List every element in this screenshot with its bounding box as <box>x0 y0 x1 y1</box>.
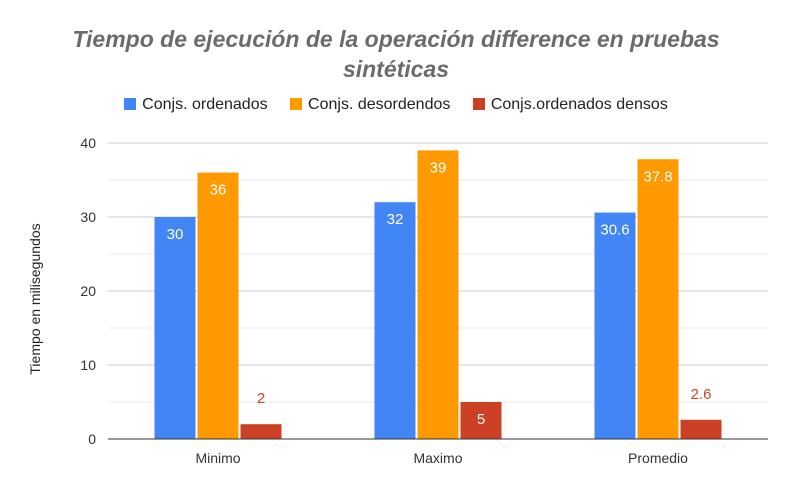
x-category-label: Maximo <box>413 450 462 466</box>
legend-label-densos: Conjs.ordenados densos <box>490 96 668 113</box>
bar-maximo-series-0 <box>374 202 416 439</box>
y-tick-label: 20 <box>80 283 96 299</box>
legend-item-ordenados: Conjs. ordenados <box>124 96 268 114</box>
bar-minimo-series-1 <box>197 172 239 439</box>
legend-label-desordenados: Conjs. desordendos <box>308 96 451 113</box>
x-axis-categories: Minimo Maximo Promedio <box>195 450 688 466</box>
value-label-maximo-series-2: 5 <box>477 411 485 428</box>
legend-swatch-desordenados <box>290 98 303 110</box>
value-label-promedio-series-1: 37.8 <box>643 168 672 185</box>
value-label-minimo-series-0: 30 <box>167 226 184 243</box>
legend-swatch-ordenados <box>124 98 137 110</box>
bar-promedio-series-2 <box>680 419 722 439</box>
x-category-label: Promedio <box>628 450 688 466</box>
legend: Conjs. ordenados Conjs. desordendos Conj… <box>0 96 792 114</box>
value-label-minimo-series-1: 36 <box>210 182 227 199</box>
x-category-label: Minimo <box>195 450 240 466</box>
y-tick-label: 10 <box>80 357 96 373</box>
legend-swatch-densos <box>472 98 485 110</box>
y-tick-label: 30 <box>80 209 96 225</box>
bars <box>154 150 722 439</box>
y-tick-label: 0 <box>88 431 96 447</box>
chart-title-line-1: Tiempo de ejecución de la operación diff… <box>72 26 720 52</box>
y-axis-label: Tiempo en milisegundos <box>27 223 43 374</box>
bar-minimo-series-0 <box>154 217 196 439</box>
chart-title: Tiempo de ejecución de la operación diff… <box>0 24 792 84</box>
bar-promedio-series-0 <box>594 212 636 439</box>
y-tick-label: 40 <box>80 135 96 151</box>
legend-label-ordenados: Conjs. ordenados <box>142 96 268 113</box>
value-label-maximo-series-0: 32 <box>387 211 404 228</box>
bar-minimo-series-2 <box>240 424 282 439</box>
bar-promedio-series-1 <box>637 159 679 439</box>
value-labels: 30 36 2 32 39 5 30.6 37.8 2.6 <box>167 159 712 428</box>
legend-item-desordenados: Conjs. desordendos <box>290 96 450 114</box>
bar-maximo-series-1 <box>417 150 459 439</box>
value-label-promedio-series-0: 30.6 <box>600 222 629 239</box>
value-label-minimo-series-2: 2 <box>257 390 265 407</box>
legend-item-densos: Conjs.ordenados densos <box>472 96 668 114</box>
value-label-maximo-series-1: 39 <box>430 159 447 176</box>
bar-maximo-series-2 <box>460 402 502 439</box>
y-axis-ticks: 0 10 20 30 40 <box>80 135 96 447</box>
chart-title-line-2: sintéticas <box>342 56 450 82</box>
value-label-promedio-series-2: 2.6 <box>691 386 712 403</box>
